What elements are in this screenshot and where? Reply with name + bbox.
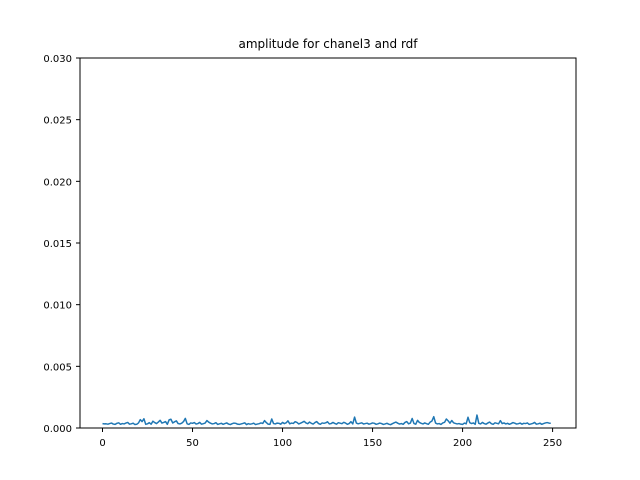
chart-title: amplitude for chanel3 and rdf <box>238 37 418 51</box>
y-tick-label: 0.005 <box>43 362 72 373</box>
x-tick-label: 50 <box>186 438 199 449</box>
y-tick-label: 0.000 <box>43 424 72 435</box>
x-tick-label: 200 <box>453 438 472 449</box>
y-tick-label: 0.015 <box>43 239 72 250</box>
y-axis: 0.000 0.005 0.010 0.015 0.020 0.025 0.030 <box>43 54 80 435</box>
y-tick-label: 0.010 <box>43 301 72 312</box>
y-tick-label: 0.025 <box>43 116 72 127</box>
x-tick-label: 0 <box>99 438 105 449</box>
x-tick-label: 250 <box>543 438 562 449</box>
y-tick-label: 0.030 <box>43 54 72 65</box>
y-tick-label: 0.020 <box>43 177 72 188</box>
x-tick-label: 150 <box>363 438 382 449</box>
x-axis: 0 50 100 150 200 250 <box>99 428 562 449</box>
plot-area-frame <box>79 57 577 429</box>
series-line <box>102 414 551 426</box>
x-tick-label: 100 <box>273 438 292 449</box>
